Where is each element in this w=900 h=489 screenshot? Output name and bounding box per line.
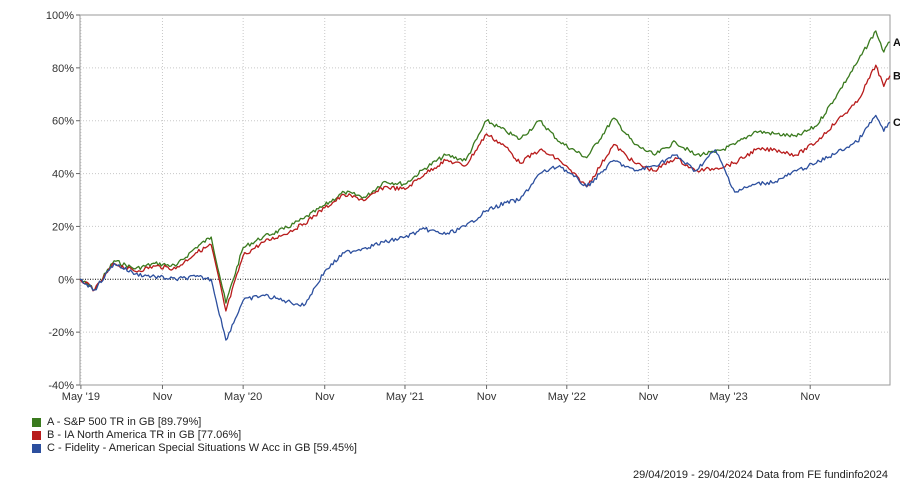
x-tick-label: May '23 [710, 391, 748, 403]
y-tick-label: -40% [48, 380, 74, 392]
legend: A - S&P 500 TR in GB [89.79%] B - IA Nor… [32, 416, 357, 455]
y-tick-label: 80% [52, 63, 74, 75]
legend-swatch-a [32, 418, 41, 427]
gridlines [79, 14, 891, 386]
x-tick-label: Nov [639, 391, 659, 403]
x-tick-label: Nov [477, 391, 497, 403]
y-tick-label: 40% [52, 169, 74, 181]
legend-label-a: A - S&P 500 TR in GB [89.79%] [47, 416, 202, 428]
end-label-c: C [893, 117, 900, 129]
series-lines [79, 30, 891, 341]
end-label-a: A [893, 37, 900, 49]
y-tick-label: 0% [58, 274, 74, 286]
footer-date-range: 29/04/2019 - 29/04/2024 Data from FE fun… [632, 469, 888, 481]
end-label-b: B [893, 71, 900, 83]
y-tick-label: 100% [46, 10, 74, 22]
legend-item-a: A - S&P 500 TR in GB [89.79%] [32, 416, 357, 429]
series-line-b [79, 64, 891, 312]
legend-label-c: C - Fidelity - American Special Situatio… [47, 442, 357, 454]
series-line-a [79, 30, 891, 304]
legend-item-c: C - Fidelity - American Special Situatio… [32, 442, 357, 455]
x-tick-label: Nov [153, 391, 173, 403]
x-tick-label: May '19 [62, 391, 100, 403]
y-tick-label: -20% [48, 327, 74, 339]
legend-label-b: B - IA North America TR in GB [77.06%] [47, 429, 242, 441]
legend-item-b: B - IA North America TR in GB [77.06%] [32, 429, 357, 442]
end-labels: A B C [893, 37, 900, 129]
x-tick-label: May '21 [386, 391, 424, 403]
axes: 100% 80% 60% 40% 20% 0% -20% -40%May '19 Nov May … [46, 10, 821, 403]
x-tick-label: Nov [315, 391, 335, 403]
y-tick-label: 20% [52, 221, 74, 233]
x-tick-label: May '20 [224, 391, 262, 403]
legend-swatch-b [32, 431, 41, 440]
legend-swatch-c [32, 444, 41, 453]
x-tick-label: Nov [800, 391, 820, 403]
series-line-c [79, 114, 891, 341]
y-tick-label: 60% [52, 116, 74, 128]
x-tick-label: May '22 [548, 391, 586, 403]
plot-frame [79, 14, 891, 386]
